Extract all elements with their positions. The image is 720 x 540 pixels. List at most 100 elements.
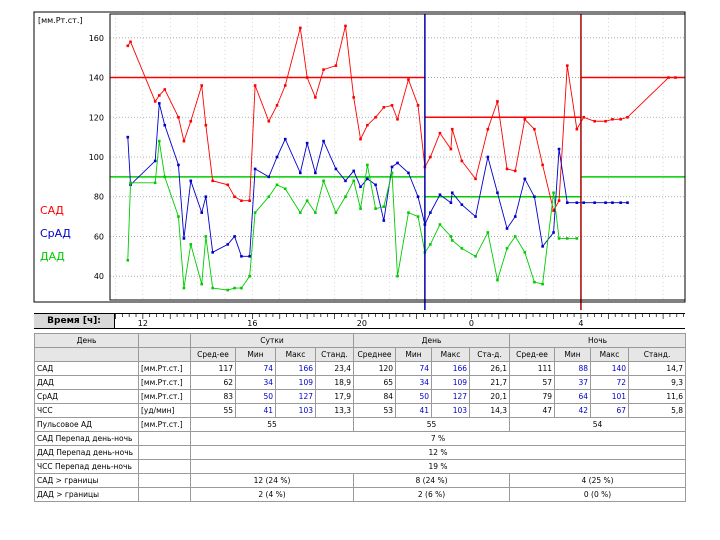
series-point-2 — [486, 231, 490, 234]
y-tick-label: 120 — [89, 113, 104, 122]
series-point-0 — [359, 137, 362, 141]
series-point-0 — [565, 64, 569, 67]
series-point-1 — [240, 255, 243, 258]
series-point-1 — [513, 215, 517, 218]
value-cell: 50 — [395, 389, 433, 404]
value-cell: 127 — [275, 389, 316, 404]
table-row: САД > границы 12 (24 %) 8 (24 %) 4 (25 %) — [34, 473, 687, 488]
series-point-2 — [533, 280, 536, 284]
series-point-1 — [267, 175, 271, 179]
value-cell: 55 — [353, 417, 511, 432]
series-point-0 — [407, 78, 410, 81]
series-point-0 — [523, 117, 527, 121]
series-point-1 — [557, 147, 561, 151]
series-point-0 — [604, 119, 607, 123]
series-point-2 — [298, 211, 302, 214]
row-name: САД Перепад день-ночь — [34, 431, 139, 446]
value-cell: 166 — [431, 361, 471, 376]
value-cell: 9,3 — [628, 375, 687, 390]
series-point-2 — [449, 235, 453, 238]
value-cell: 26,1 — [469, 361, 511, 376]
column-header: Мин — [554, 347, 592, 362]
table-row: ДАД > границы 2 (4 %) 2 (6 %) 0 (0 %) — [34, 487, 687, 502]
row-name: Пульсовое АД — [34, 417, 139, 432]
series-point-2 — [283, 187, 287, 191]
row-unit — [138, 487, 191, 502]
row-unit — [138, 459, 191, 474]
value-cell: 50 — [235, 389, 276, 404]
column-header: Станд. — [628, 347, 687, 362]
series-point-2 — [513, 235, 517, 238]
series-point-1 — [429, 211, 432, 214]
series-point-0 — [438, 131, 442, 135]
series-point-2 — [233, 286, 236, 290]
series-point-2 — [407, 211, 410, 214]
series-point-0 — [593, 119, 596, 123]
series-point-2 — [275, 183, 279, 187]
x-tick-label: 20 — [357, 319, 367, 328]
series-point-0 — [374, 115, 377, 119]
series-point-0 — [267, 119, 271, 123]
series-point-2 — [565, 237, 569, 240]
value-cell: 55 — [190, 403, 236, 418]
series-point-0 — [416, 104, 420, 107]
series-point-0 — [204, 123, 208, 127]
series-point-0 — [275, 104, 279, 107]
value-cell: 7 % — [189, 431, 687, 446]
y-tick-label: 100 — [89, 153, 104, 162]
header-blank — [138, 333, 191, 348]
value-cell: 79 — [509, 389, 556, 404]
value-cell: 8 (24 %) — [353, 473, 511, 488]
series-point-0 — [474, 177, 477, 181]
value-cell: 103 — [275, 403, 316, 418]
series-point-0 — [619, 117, 622, 121]
value-cell: 62 — [190, 375, 236, 390]
value-cell: 74 — [235, 361, 276, 376]
series-point-0 — [429, 155, 432, 159]
series-point-1 — [474, 215, 477, 218]
series-point-2 — [314, 211, 317, 214]
series-point-0 — [449, 147, 453, 151]
series-point-2 — [416, 215, 420, 218]
series-point-0 — [305, 76, 309, 79]
series-point-0 — [541, 163, 544, 167]
y-axis-label: [мм.Рт.ст.] — [38, 16, 82, 25]
series-point-2 — [396, 274, 399, 278]
series-point-1 — [407, 171, 410, 175]
series-point-2 — [129, 181, 132, 185]
series-point-2 — [352, 179, 355, 183]
series-point-1 — [283, 137, 287, 141]
series-point-1 — [593, 201, 596, 204]
series-point-1 — [552, 231, 555, 234]
series-point-1 — [390, 165, 394, 169]
series-point-1 — [182, 237, 186, 240]
value-cell: 13,3 — [314, 403, 355, 418]
series-point-1 — [314, 171, 317, 175]
outer-frame — [33, 11, 686, 303]
series-point-1 — [626, 201, 629, 204]
table-row: ДАД [мм.Рт.ст.] 62 34 109 18,9 65 34 109 21,7 57 37… — [34, 375, 687, 390]
plot-background — [0, 0, 720, 310]
series-point-1 — [604, 201, 607, 204]
header-day-sort[interactable]: День — [34, 333, 139, 348]
table-row: ЧСС Перепад день-ночь 19 % — [34, 459, 687, 474]
row-unit — [138, 473, 191, 488]
value-cell: 2 (4 %) — [189, 487, 355, 502]
value-cell: 57 — [509, 375, 556, 390]
value-cell: 18,9 — [314, 375, 355, 390]
series-point-2 — [157, 139, 161, 143]
time-axis-bar: Время [ч]: 121620048 — [34, 313, 685, 329]
series-point-2 — [429, 243, 432, 246]
series-point-0 — [667, 76, 670, 79]
series-point-2 — [226, 288, 230, 292]
column-header: Макс — [275, 347, 316, 362]
series-point-1 — [619, 201, 622, 204]
value-cell: 101 — [590, 389, 630, 404]
series-point-1 — [177, 163, 180, 167]
value-cell: 34 — [395, 375, 433, 390]
y-tick-label: 160 — [89, 34, 104, 43]
row-unit: [мм.Рт.ст.] — [138, 389, 191, 404]
column-header: Макс — [431, 347, 471, 362]
series-point-0 — [513, 169, 517, 173]
row-name: ЧСС Перепад день-ночь — [34, 459, 139, 474]
